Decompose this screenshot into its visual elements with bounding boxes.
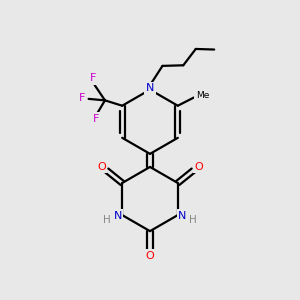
Text: N: N bbox=[114, 211, 122, 221]
Text: F: F bbox=[93, 114, 99, 124]
Text: Me: Me bbox=[196, 91, 209, 100]
Text: H: H bbox=[189, 215, 197, 225]
Text: H: H bbox=[103, 215, 111, 225]
Text: F: F bbox=[79, 93, 85, 103]
Text: O: O bbox=[146, 250, 154, 260]
Text: O: O bbox=[194, 162, 203, 172]
Text: F: F bbox=[90, 74, 96, 83]
Text: N: N bbox=[178, 211, 186, 221]
Text: O: O bbox=[97, 162, 106, 172]
Text: N: N bbox=[146, 83, 154, 93]
